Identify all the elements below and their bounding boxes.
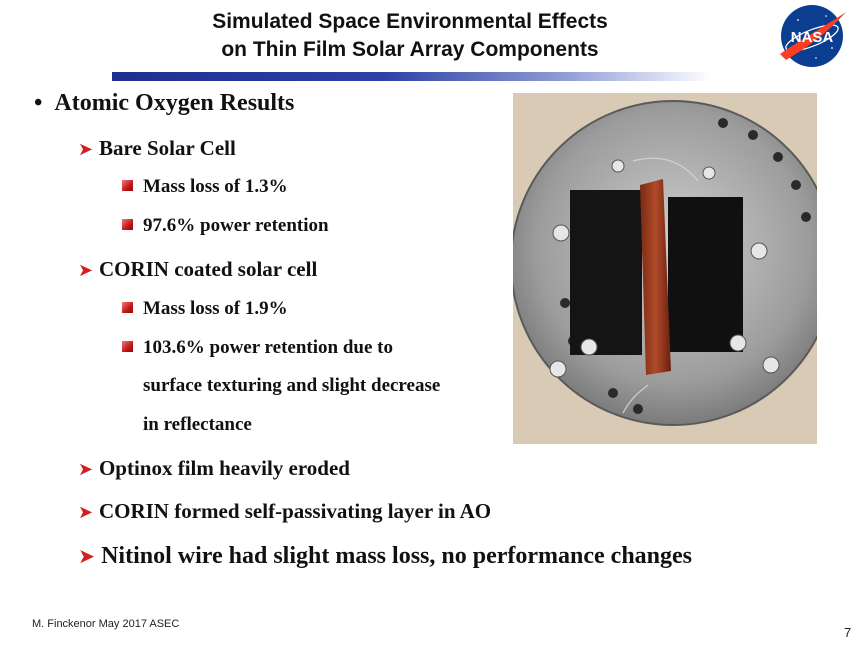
bullet-corin-power-cont-2: in reflectance bbox=[143, 414, 252, 435]
square-bullet-icon bbox=[122, 302, 133, 313]
slide-title: Simulated Space Environmental Effects on… bbox=[120, 8, 700, 64]
optinox-film-strip bbox=[640, 179, 671, 375]
corin-coated-solar-cell bbox=[668, 197, 743, 352]
title-line-2: on Thin Film Solar Array Components bbox=[221, 38, 599, 61]
bullet-corin-layer: ➤ CORIN formed self-passivating layer in … bbox=[78, 499, 492, 523]
square-bullet-icon bbox=[122, 219, 133, 230]
title-underline-bar bbox=[112, 72, 712, 81]
square-bullet-icon bbox=[122, 180, 133, 191]
bullet-bare-power: 97.6% power retention bbox=[122, 215, 329, 237]
title-line-1: Simulated Space Environmental Effects bbox=[212, 10, 608, 33]
page-number: 7 bbox=[844, 625, 852, 640]
disc-bolt-holes bbox=[560, 118, 811, 414]
bullet-corin-power-cont-1: surface texturing and slight decrease bbox=[143, 375, 441, 396]
arrow-bullet-icon: ➤ bbox=[78, 139, 93, 160]
arrow-bullet-icon: ➤ bbox=[78, 502, 93, 523]
bullet-nitinol: ➤ Nitinol wire had slight mass loss, no p… bbox=[78, 543, 692, 569]
arrow-bullet-icon: ➤ bbox=[78, 260, 93, 281]
square-bullet-icon bbox=[122, 341, 133, 352]
footer-author-date: M. Finckenor May 2017 ASEC bbox=[32, 618, 180, 630]
clamp-screws bbox=[549, 159, 780, 378]
bullet-corin-power: 103.6% power retention due to bbox=[122, 337, 393, 359]
bullet-corin-mass-loss: Mass loss of 1.9% bbox=[122, 298, 288, 320]
bullet-atomic-oxygen: • Atomic Oxygen Results bbox=[34, 90, 295, 116]
bullet-optinox: ➤ Optinox film heavily eroded bbox=[78, 456, 350, 480]
nasa-logo-text: NASA bbox=[791, 29, 834, 46]
bullet-bare-mass-loss: Mass loss of 1.3% bbox=[122, 176, 288, 198]
nasa-logo: NASA bbox=[780, 5, 846, 67]
arrow-bullet-icon: ➤ bbox=[78, 459, 93, 480]
bare-solar-cell bbox=[570, 190, 642, 355]
bullet-dot-icon: • bbox=[34, 90, 43, 116]
bullet-bare-solar-cell: ➤ Bare Solar Cell bbox=[78, 136, 236, 160]
sample-photo bbox=[513, 93, 817, 444]
bullet-corin-cell: ➤ CORIN coated solar cell bbox=[78, 257, 318, 281]
arrow-bullet-icon: ➤ bbox=[78, 544, 96, 568]
